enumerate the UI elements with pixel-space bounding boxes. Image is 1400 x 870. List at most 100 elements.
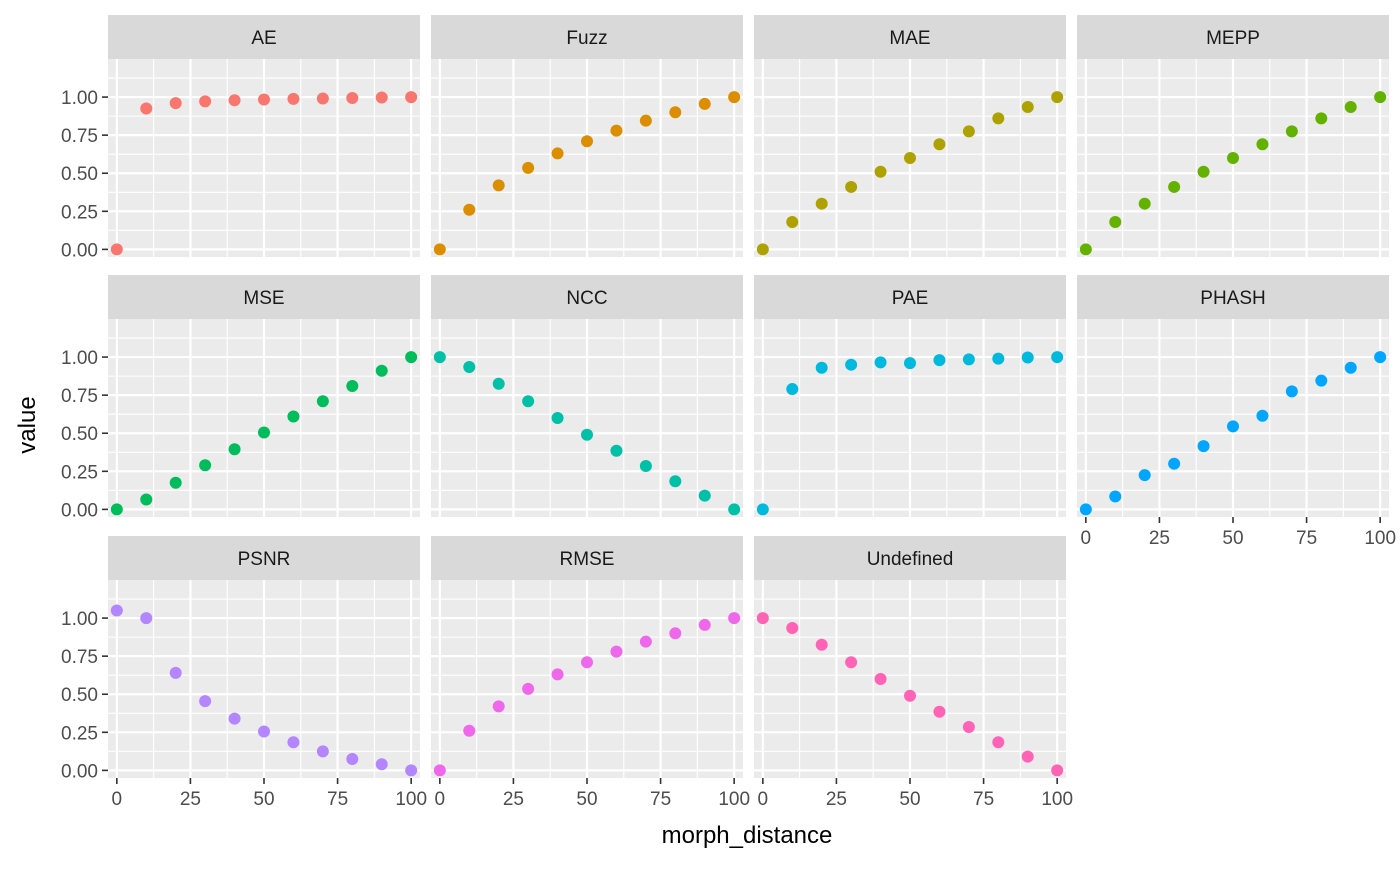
data-point-ncc — [463, 360, 476, 373]
x-tick-label: 25 — [826, 789, 847, 810]
y-axis-title: value — [14, 396, 41, 453]
data-point-undefined — [786, 621, 799, 634]
data-point-mepp — [1109, 215, 1122, 228]
y-tick-label: 0.25 — [61, 202, 98, 223]
data-point-ncc — [669, 475, 682, 488]
y-tick-label: 0.75 — [61, 386, 98, 407]
data-point-ncc — [551, 412, 564, 424]
data-point-undefined — [815, 638, 828, 651]
data-point-fuzz — [728, 91, 741, 104]
data-point-fuzz — [581, 135, 593, 148]
data-point-ae — [346, 91, 359, 104]
facet-panel-mae: MAE — [754, 15, 1066, 257]
data-point-mae — [786, 215, 799, 228]
facet-strip-mepp — [1077, 15, 1389, 59]
data-point-pae — [992, 352, 1005, 365]
data-point-mae — [933, 138, 946, 151]
data-point-undefined — [933, 705, 946, 718]
data-point-fuzz — [492, 179, 505, 192]
data-point-mse — [258, 426, 270, 439]
data-point-ae — [110, 243, 123, 256]
x-tick-label: 100 — [718, 789, 750, 810]
x-tick-label: 25 — [180, 789, 201, 810]
data-point-rmse — [522, 682, 535, 695]
x-tick-label: 25 — [503, 789, 524, 810]
data-point-ae — [258, 93, 270, 106]
data-point-rmse — [698, 618, 711, 631]
facet-panel-rmse: RMSE 0 25 50 75 100 — [431, 536, 750, 810]
facet-strip-label-mepp: MEPP — [1206, 28, 1260, 49]
data-point-ncc — [728, 503, 741, 516]
data-point-fuzz — [610, 124, 623, 137]
data-point-rmse — [492, 700, 505, 713]
facet-panel-phash: PHASH 0 25 50 75 100 — [1077, 275, 1396, 549]
data-point-mepp — [1197, 165, 1210, 178]
facet-strip-ae — [108, 15, 420, 59]
data-point-pae — [756, 503, 769, 516]
data-point-mepp — [1138, 197, 1151, 210]
data-point-phash — [1079, 503, 1092, 516]
x-axis-title: morph_distance — [662, 822, 833, 849]
data-point-psnr — [405, 764, 418, 777]
data-point-undefined — [1021, 750, 1034, 763]
data-point-undefined — [1051, 764, 1064, 777]
data-point-phash — [1197, 440, 1210, 453]
facet-panel-fuzz: Fuzz — [431, 15, 743, 257]
facet-panel-ae: AE 0.00 0.25 0.50 0.75 1.00 — [61, 15, 420, 261]
data-point-rmse — [581, 656, 593, 669]
x-tick-label: 0 — [435, 789, 446, 810]
facet-panel-psnr: PSNR 0.00 0.25 0.50 0.75 1.00 0 25 50 75 100 — [61, 536, 427, 810]
data-point-phash — [1315, 374, 1328, 387]
data-point-psnr — [199, 695, 212, 708]
data-point-psnr — [169, 666, 182, 679]
data-point-ncc — [522, 395, 535, 408]
data-point-ae — [316, 92, 329, 105]
facet-strip-ncc — [431, 275, 743, 319]
facet-strip-label-pae: PAE — [892, 288, 929, 309]
data-point-rmse — [551, 668, 564, 681]
data-point-mae — [1021, 100, 1034, 113]
x-tick-label: 75 — [1296, 528, 1317, 549]
data-point-ncc — [581, 428, 593, 441]
data-point-mse — [140, 493, 153, 506]
data-point-mse — [346, 380, 359, 393]
x-tick-label: 100 — [1364, 528, 1396, 549]
data-point-phash — [1344, 361, 1357, 374]
data-point-undefined — [756, 612, 769, 625]
data-point-fuzz — [522, 161, 535, 174]
data-point-mae — [756, 243, 769, 256]
data-point-mse — [405, 351, 418, 364]
data-point-mepp — [1227, 152, 1239, 164]
data-point-fuzz — [433, 243, 446, 256]
facet-panel-undefined: Undefined 0 25 50 75 100 — [754, 536, 1073, 810]
data-point-rmse — [433, 764, 446, 777]
y-tick-label: 0.75 — [61, 647, 98, 668]
y-tick-label: 0.00 — [61, 240, 98, 261]
data-point-pae — [845, 358, 858, 371]
data-point-rmse — [669, 627, 682, 640]
facet-strip-rmse — [431, 536, 743, 580]
facet-strip-label-ncc: NCC — [566, 288, 607, 309]
y-tick-label: 0.00 — [61, 500, 98, 521]
x-tick-label: 50 — [253, 789, 274, 810]
data-point-mae — [992, 112, 1005, 125]
data-point-ae — [375, 91, 388, 104]
data-point-fuzz — [669, 106, 682, 119]
data-point-mepp — [1374, 91, 1387, 104]
data-point-pae — [1021, 351, 1034, 364]
data-point-pae — [874, 356, 887, 369]
y-tick-label: 1.00 — [61, 348, 98, 369]
data-point-psnr — [316, 745, 329, 758]
facet-strip-label-mse: MSE — [243, 288, 284, 309]
data-point-ae — [199, 95, 212, 108]
facet-strip-label-fuzz: Fuzz — [566, 28, 607, 49]
facet-strip-label-rmse: RMSE — [560, 549, 615, 570]
y-tick-label: 0.25 — [61, 723, 98, 744]
data-point-mae — [1051, 91, 1064, 104]
panels-layer: AE 0.00 0.25 0.50 0.75 1.00 Fuzz MAE MEPP MSE 0.00… — [61, 15, 1396, 810]
data-point-pae — [933, 354, 946, 367]
data-point-mepp — [1168, 180, 1181, 193]
data-point-psnr — [258, 725, 270, 738]
